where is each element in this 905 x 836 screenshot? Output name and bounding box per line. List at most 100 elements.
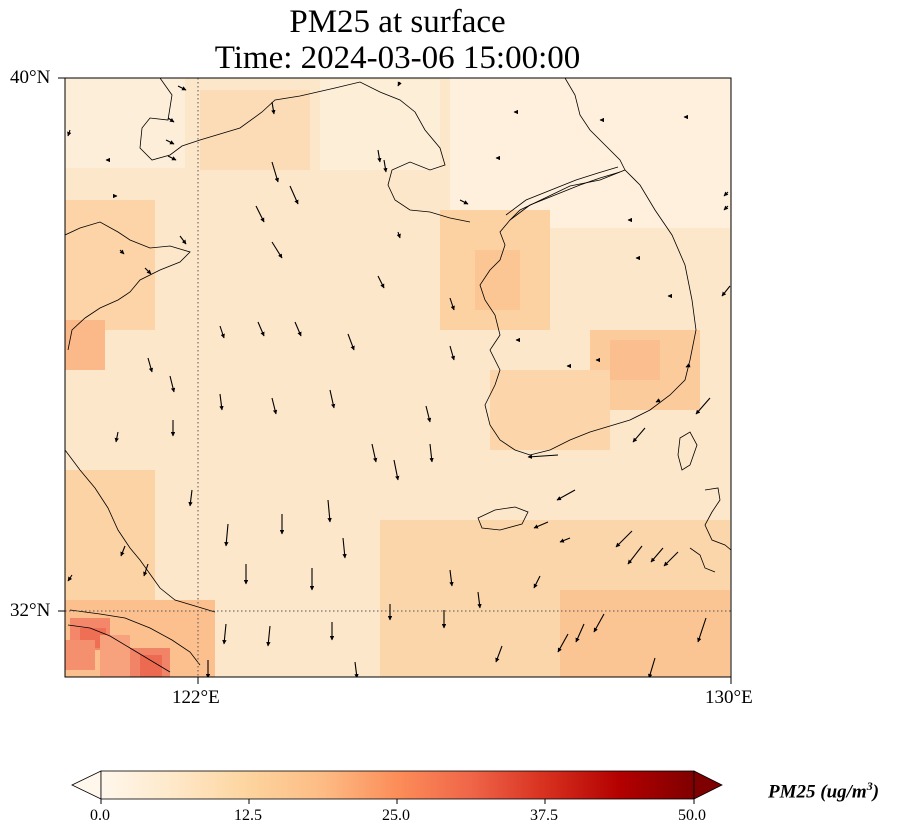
- coastline-liaodong: [139, 78, 471, 223]
- wind-vector: [354, 661, 359, 677]
- colorbar-tick-4: 50.0: [678, 807, 706, 824]
- wind-vector: [144, 267, 152, 275]
- wind-vector: [648, 657, 656, 677]
- colorbar-tick-3: 37.5: [530, 807, 558, 824]
- pm25-hotspot-shanghai: [65, 618, 170, 677]
- border-dprk-china: [505, 166, 621, 221]
- wind-vector: [67, 129, 72, 137]
- wind-vectors: [67, 81, 731, 677]
- colorbar-tick-0: 0.0: [90, 807, 110, 824]
- wind-vector: [165, 139, 175, 145]
- wind-vector: [559, 537, 571, 543]
- wind-vector: [650, 547, 664, 563]
- coastlines: [65, 78, 731, 673]
- wind-vector: [222, 623, 227, 645]
- colorbar: [71, 770, 723, 804]
- wind-vector: [347, 333, 355, 351]
- wind-vector: [477, 591, 482, 609]
- wind-vector: [371, 443, 378, 463]
- wind-vector: [377, 275, 385, 289]
- wind-vector: [695, 397, 711, 415]
- wind-vector: [449, 297, 455, 311]
- wind-vector: [495, 645, 503, 663]
- wind-vector: [383, 159, 388, 173]
- wind-vector: [271, 101, 276, 115]
- pm25-cells: [65, 78, 730, 677]
- wind-vector: [329, 389, 336, 409]
- wind-vector: [219, 325, 225, 339]
- wind-vector: [533, 575, 541, 589]
- wind-vector: [593, 613, 605, 633]
- axis-ticks: [58, 77, 732, 684]
- wind-vector: [533, 521, 549, 529]
- wind-vector: [294, 321, 302, 337]
- wind-vector: [177, 85, 187, 91]
- wind-vector: [179, 235, 187, 245]
- coastline-shandong: [65, 221, 191, 351]
- coastline-jeju: [477, 506, 529, 531]
- wind-vector: [266, 625, 271, 647]
- wind-vector: [459, 199, 469, 205]
- map-frame: [64, 77, 732, 678]
- wind-vector: [224, 523, 229, 547]
- wind-vector: [167, 117, 175, 123]
- wind-vector: [556, 489, 576, 501]
- coastline-korea-north: [564, 78, 626, 171]
- wind-vector: [557, 633, 569, 653]
- wind-vector: [397, 81, 402, 87]
- wind-vector: [342, 537, 347, 559]
- wind-vector: [67, 574, 73, 582]
- wind-vector: [114, 431, 119, 443]
- wind-vector: [396, 231, 401, 239]
- coastline-korea: [479, 169, 697, 456]
- wind-vector: [697, 617, 707, 643]
- wind-vector: [271, 161, 279, 183]
- wind-vector: [425, 405, 432, 423]
- wind-vector: [219, 393, 224, 411]
- lon-label-130: 130°E: [705, 687, 753, 708]
- pm25-field: [65, 78, 731, 677]
- wind-vector: [257, 321, 265, 337]
- wind-vector: [575, 623, 585, 643]
- wind-vector: [685, 363, 691, 368]
- colorbar-tick-2: 25.0: [382, 807, 410, 824]
- wind-vector: [632, 427, 646, 443]
- wind-vector: [143, 563, 149, 577]
- lat-label-40: 40°N: [10, 67, 51, 88]
- colorbar-extend-min: [71, 770, 102, 800]
- coastline-yangtze: [67, 609, 201, 673]
- wind-vector: [119, 249, 125, 255]
- map-subtitle-time: Time: 2024-03-06 15:00:00: [214, 40, 581, 76]
- wind-vector: [527, 454, 559, 459]
- wind-vector: [289, 185, 299, 205]
- wind-vector: [167, 155, 177, 161]
- colorbar-label: PM25 (ug/m3): [768, 779, 880, 803]
- wind-vector: [271, 397, 278, 415]
- wind-vector: [663, 551, 679, 567]
- wind-vector: [655, 398, 661, 403]
- wind-vector: [627, 545, 643, 565]
- wind-vector: [188, 489, 193, 507]
- wind-vector: [615, 530, 633, 548]
- lat-label-32: 32°N: [10, 600, 51, 621]
- wind-vector: [120, 545, 126, 557]
- coastline-kyushu: [689, 487, 731, 573]
- wind-vector: [449, 569, 454, 587]
- wind-vector: [723, 205, 729, 211]
- wind-vector: [429, 443, 434, 463]
- colorbar-ticks: [100, 799, 695, 804]
- wind-vector: [169, 375, 176, 393]
- colorbar-gradient: [100, 770, 695, 800]
- wind-vector: [449, 345, 456, 361]
- colorbar-extend-max: [693, 770, 723, 800]
- lon-label-122: 122°E: [172, 687, 220, 708]
- wind-vector: [377, 149, 382, 163]
- wind-vector: [723, 191, 729, 197]
- wind-vector: [327, 499, 332, 523]
- coastline-jiangsu: [65, 449, 216, 613]
- colorbar-tick-1: 12.5: [234, 807, 262, 824]
- coastline-tsushima: [677, 431, 698, 471]
- wind-vector: [721, 285, 731, 297]
- gridlines: [65, 78, 731, 677]
